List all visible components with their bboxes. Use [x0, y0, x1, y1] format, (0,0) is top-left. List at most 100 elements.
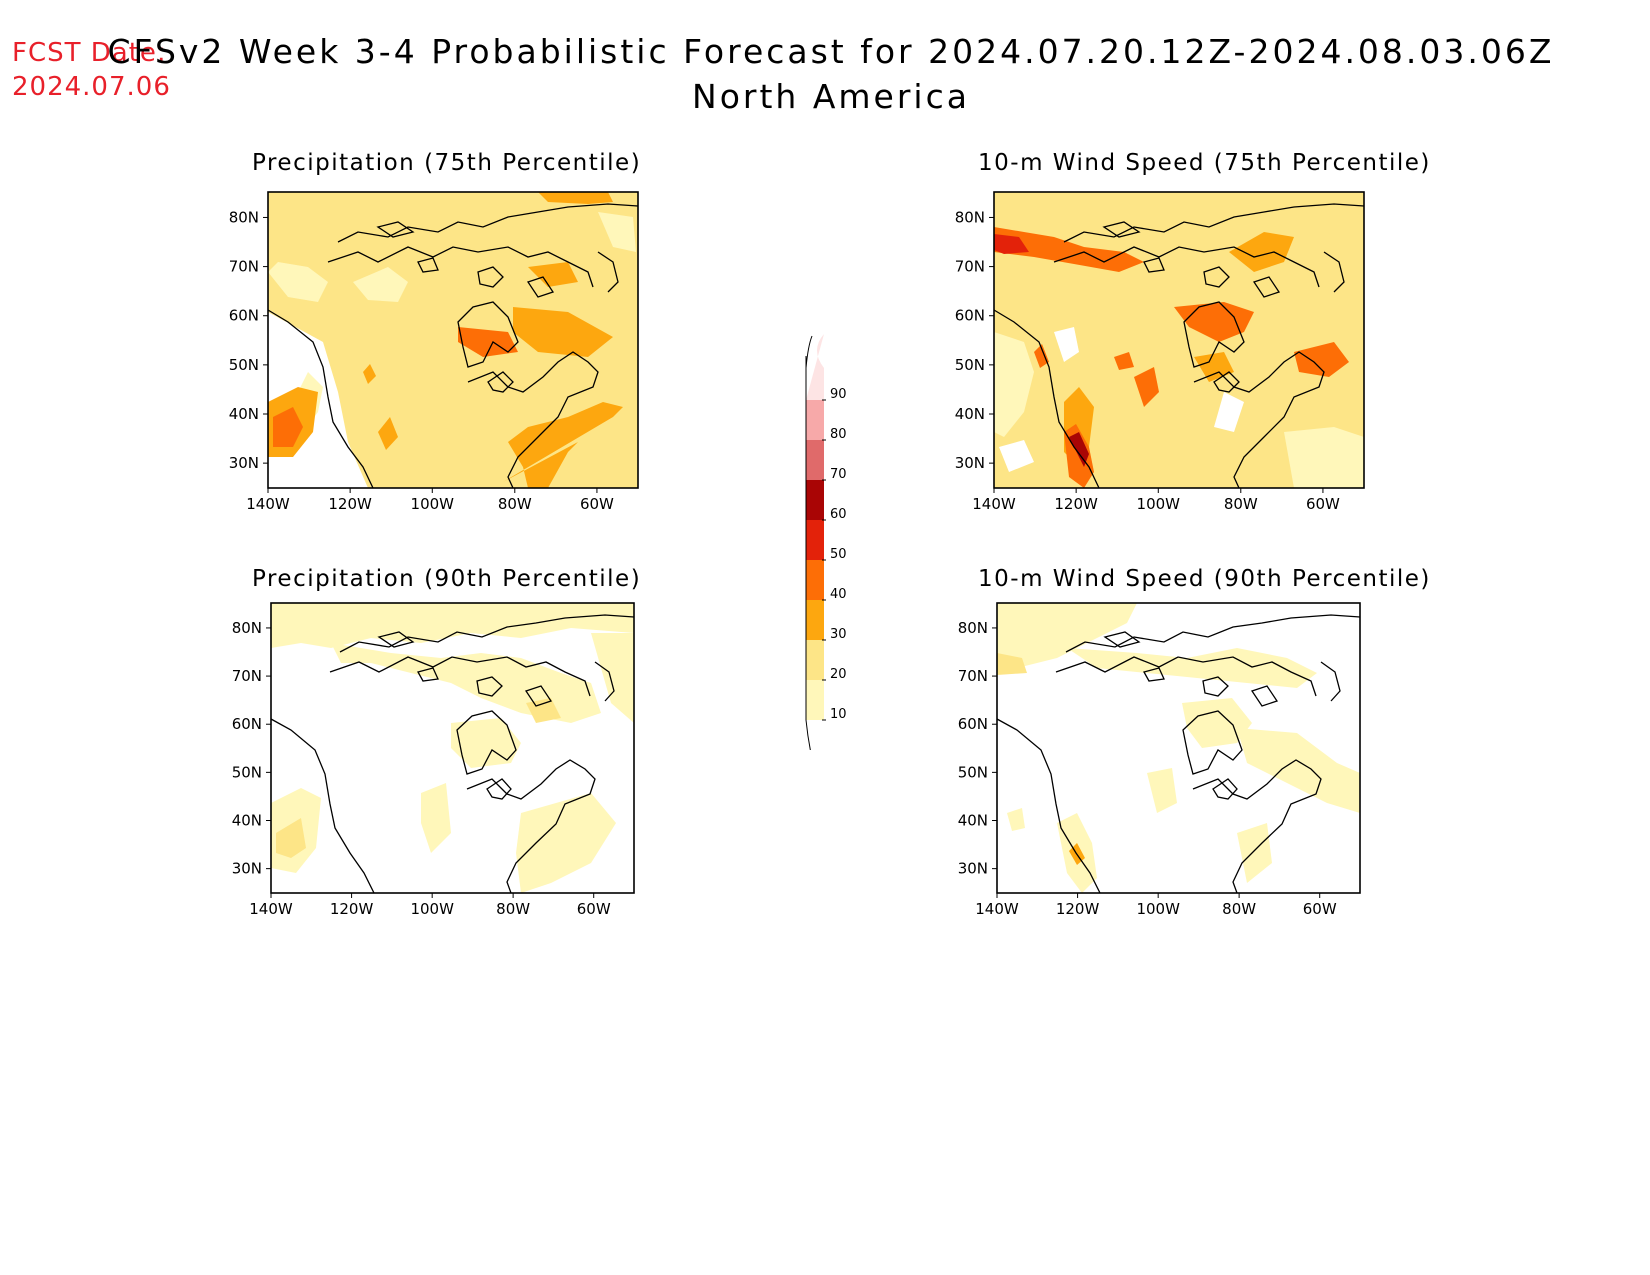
coastline — [996, 614, 1361, 894]
prob-40-50-area — [1294, 342, 1349, 377]
colorbar-label: 80 — [830, 427, 847, 442]
page-title: CFSv2 Week 3-4 Probabilistic Forecast fo… — [0, 32, 1650, 116]
no-signal-area — [1054, 327, 1079, 362]
colorbar-segment — [806, 520, 824, 560]
no-signal-area — [1214, 392, 1244, 432]
panel-title-precip75: Precipitation (75th Percentile) — [252, 150, 642, 176]
low-prob-area — [268, 262, 328, 302]
low-prob-area — [1182, 698, 1252, 748]
colorbar-segment — [806, 400, 824, 440]
colorbar-label: 30 — [830, 627, 847, 642]
colorbar-label: 70 — [830, 467, 847, 482]
forecast-date-label: FCST Date: — [12, 38, 167, 68]
axis-labels: 80N 70N 60N 50N 40N 30N 140W 120W 100W 80W 60W — [955, 208, 1340, 513]
colorbar-label: 10 — [830, 707, 847, 722]
prob-40-50-area — [1034, 344, 1049, 368]
lat-tick-label: 50N — [958, 763, 988, 781]
prob-30-40-area — [503, 402, 623, 488]
prob-20-30-area — [276, 818, 306, 858]
colorbar-segment — [806, 600, 824, 640]
lat-tick-label: 70N — [955, 258, 985, 276]
colorbar-label: 90 — [830, 387, 847, 402]
prob-50-60-area — [994, 234, 1029, 254]
axis-labels: 80N 70N 60N 50N 40N 30N 140W 120W 100W 80W 60W — [958, 619, 1337, 918]
lon-tick-label: 60W — [1303, 900, 1337, 918]
prob-30-40-area — [1194, 352, 1234, 382]
map-panel-wind75: 80N 70N 60N 50N 40N 30N 140W 120W 100W 80W 60W — [946, 188, 1366, 532]
prob-30-40-area — [513, 307, 613, 357]
lon-tick-label: 60W — [577, 900, 611, 918]
lon-tick-label: 100W — [411, 495, 455, 513]
low-prob-area — [1067, 648, 1317, 688]
low-prob-area — [353, 267, 408, 302]
map-panel-precip90: 80N 70N 60N 50N 40N 30N 140W 120W 100W 80W 60W — [223, 602, 643, 947]
low-prob-area — [1237, 823, 1272, 883]
colorbar-bottom-cap — [805, 719, 813, 759]
low-prob-area — [598, 212, 636, 252]
forecast-date-value: 2024.07.06 — [12, 72, 171, 102]
colorbar-segment — [806, 334, 824, 400]
lat-tick-label: 40N — [955, 405, 985, 423]
page-title-line2: North America — [692, 77, 970, 116]
map-panel-wind90: 80N 70N 60N 50N 40N 30N 140W 120W 100W 80W 60W — [949, 602, 1369, 947]
colorbar-svg: 10 20 30 40 50 60 70 80 90 — [805, 334, 847, 759]
lon-tick-label: 120W — [328, 495, 372, 513]
axis-labels: 80N 70N 60N 50N 40N 30N 140W 120W 100W 80W 60W — [229, 208, 614, 513]
lat-tick-label: 30N — [232, 860, 262, 878]
lat-tick-label: 50N — [955, 356, 985, 374]
lon-tick-label: 100W — [410, 900, 454, 918]
colorbar-label: 60 — [830, 507, 847, 522]
low-prob-area — [1284, 427, 1364, 488]
map-wind90: 80N 70N 60N 50N 40N 30N 140W 120W 100W 80W 60W — [958, 602, 1361, 918]
panel-title-precip90: Precipitation (90th Percentile) — [252, 566, 642, 592]
lat-tick-label: 30N — [958, 860, 988, 878]
coastline — [270, 614, 635, 894]
colorbar-segment — [806, 560, 824, 600]
low-prob-area — [591, 633, 634, 723]
lon-tick-label: 80W — [1222, 900, 1256, 918]
prob-40-50-area — [273, 407, 303, 447]
low-prob-area — [516, 793, 616, 893]
lat-tick-label: 70N — [958, 667, 988, 685]
coastline — [267, 203, 639, 489]
low-prob-area — [1147, 768, 1177, 813]
prob-30-40-area — [378, 417, 398, 450]
prob-20-30-area — [997, 653, 1027, 675]
colorbar-label: 50 — [830, 547, 847, 562]
lat-tick-label: 80N — [955, 208, 985, 226]
low-prob-area — [1237, 728, 1360, 813]
map-frame — [270, 602, 635, 894]
lon-tick-label: 60W — [1306, 495, 1340, 513]
lon-tick-label: 100W — [1136, 900, 1180, 918]
coastline — [993, 203, 1365, 489]
prob-30-40-area — [528, 262, 578, 287]
map-precip90: 80N 70N 60N 50N 40N 30N 140W 120W 100W 80W 60W — [232, 602, 635, 918]
lat-tick-label: 60N — [229, 307, 259, 325]
colorbar-label: 40 — [830, 587, 847, 602]
lat-tick-label: 40N — [229, 405, 259, 423]
low-prob-area — [994, 332, 1034, 437]
map-frame — [267, 191, 639, 489]
no-signal-area — [999, 440, 1034, 472]
prob-30-40-area — [538, 192, 613, 204]
lon-tick-label: 140W — [975, 900, 1019, 918]
prob-40-50-area — [1134, 367, 1159, 407]
prob-60-70-area — [1069, 432, 1089, 467]
prob-30-40-area — [363, 364, 376, 384]
lon-tick-label: 120W — [1056, 900, 1100, 918]
prob-40-50-area — [458, 327, 518, 357]
lon-tick-label: 80W — [1224, 495, 1258, 513]
lat-tick-label: 80N — [232, 619, 262, 637]
lat-tick-label: 30N — [955, 454, 985, 472]
colorbar-top-cap — [805, 335, 813, 369]
lat-tick-label: 50N — [229, 356, 259, 374]
lat-tick-label: 70N — [229, 258, 259, 276]
map-precip75: 80N 70N 60N 50N 40N 30N 140W 120W 100W 80W 60W — [229, 191, 639, 513]
lon-tick-label: 80W — [496, 900, 530, 918]
colorbar-segment — [806, 640, 824, 680]
prob-40-50-area — [1114, 352, 1134, 370]
lat-tick-label: 80N — [229, 208, 259, 226]
lat-tick-label: 40N — [958, 812, 988, 830]
prob-30-40-area — [1229, 232, 1294, 272]
lon-tick-label: 120W — [1054, 495, 1098, 513]
